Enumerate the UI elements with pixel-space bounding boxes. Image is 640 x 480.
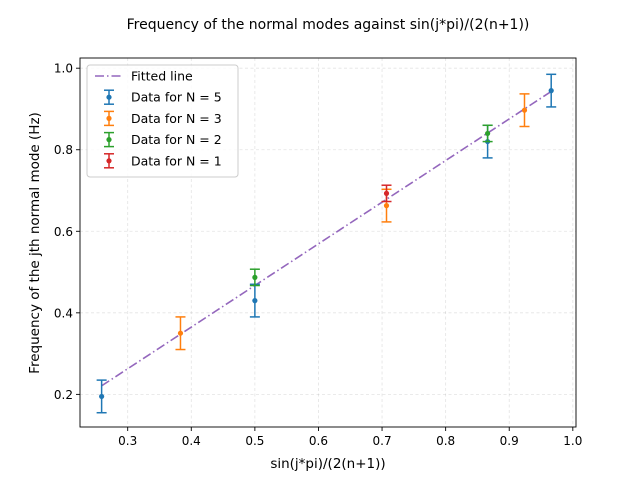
series-n1 [381,184,392,203]
legend-swatch-point [106,115,112,121]
x-axis-label: sin(j*pi)/(2(n+1)) [270,456,385,472]
series-n2 [249,124,493,287]
plot-area [79,57,577,428]
x-tick-label: 1.0 [563,434,582,448]
data-point [548,88,554,94]
data-point [521,107,528,113]
y-tick-label: 0.6 [54,225,73,239]
data-point [383,190,390,196]
legend-box [86,64,239,178]
y-axis-label: Frequency of the jth normal mode (Hz) [27,112,43,374]
chart-title: Frequency of the normal modes against si… [127,17,530,33]
y-tick-label: 0.8 [54,143,73,157]
data-point [485,130,491,137]
fitted-line [101,90,552,387]
y-axis-ticks: 0.2 0.4 0.6 0.8 1.0 [54,62,80,402]
legend-fitted-line-label: Fitted line [131,69,193,84]
y-tick-label: 0.2 [54,388,73,402]
legend-label: Data for N = 5 [131,90,222,105]
x-axis-ticks: 0.3 0.4 0.5 0.6 0.7 0.8 0.9 1.0 [118,427,582,448]
x-tick-label: 0.5 [245,434,264,448]
x-tick-label: 0.6 [309,434,328,448]
data-point [383,203,390,209]
legend-swatch-point [106,94,112,100]
x-tick-label: 0.7 [373,434,392,448]
x-tick-label: 0.3 [118,434,137,448]
y-tick-label: 0.4 [54,306,73,320]
data-series-layer [96,73,557,414]
y-tick-label: 1.0 [54,62,73,76]
legend-label: Data for N = 3 [131,111,222,126]
legend-label: Data for N = 1 [131,153,222,168]
data-point [177,330,184,336]
legend-swatch-point [106,158,112,164]
x-tick-label: 0.4 [182,434,201,448]
x-tick-label: 0.8 [436,434,455,448]
legend-swatch-point [106,137,112,143]
data-point [99,393,105,400]
fitted-line-layer [101,90,552,387]
x-tick-label: 0.9 [500,434,519,448]
data-point [252,274,258,280]
legend-label: Data for N = 2 [131,132,222,147]
legend: Fitted line Data for N = 5 Data for N = 3 D… [86,64,239,178]
data-point [252,298,258,304]
